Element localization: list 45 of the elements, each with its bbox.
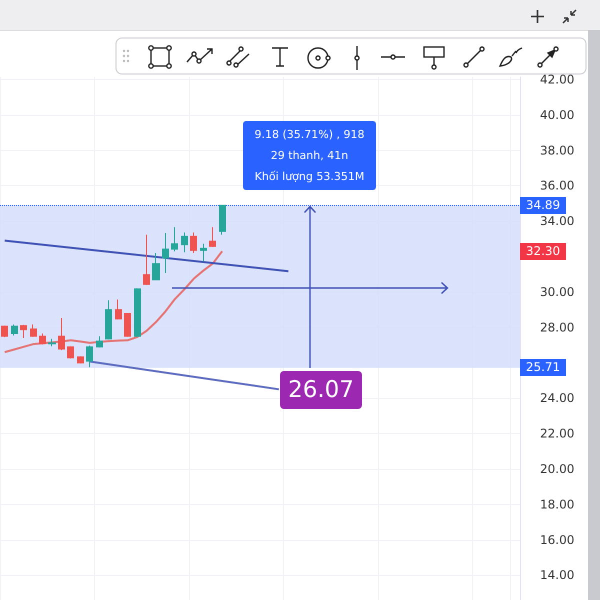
candlestick	[181, 232, 188, 253]
candlestick	[1, 325, 8, 338]
y-tick-label: 20.00	[540, 462, 574, 476]
candlestick	[39, 333, 46, 346]
candlestick	[162, 232, 169, 274]
candlestick	[11, 324, 18, 336]
candlestick	[200, 243, 207, 262]
candlestick	[105, 300, 112, 340]
candlestick	[219, 204, 226, 236]
annotation: 26.07	[280, 371, 362, 409]
annotation: 9.18 (35.71%) , 918	[254, 127, 366, 143]
y-tick-label: 36.00	[540, 178, 574, 193]
candlestick	[134, 288, 141, 338]
y-tick-label: 30.00	[540, 284, 574, 299]
y-tick-label: 24.00	[540, 391, 574, 406]
y-tick-label: 14.00	[540, 568, 574, 582]
candlestick	[58, 317, 65, 351]
candlestick	[143, 234, 150, 286]
candlestick	[115, 299, 122, 320]
y-tick-label: 22.00	[540, 426, 574, 441]
y-tick-label: 38.00	[540, 143, 574, 158]
candlestick	[171, 226, 178, 252]
candlestick	[77, 356, 84, 364]
candlestick	[124, 312, 131, 338]
candlestick	[96, 336, 103, 348]
ref-line-label: 34.89	[520, 196, 566, 214]
annotation: Khối lượng 53.351M	[254, 169, 366, 185]
candlestick	[152, 252, 160, 281]
annotation: 29 thanh, 41n	[270, 148, 350, 164]
y-tick-label: 16.00	[540, 532, 574, 547]
y-tick-label: 28.00	[540, 320, 574, 334]
candlestick	[67, 346, 74, 360]
candlestick	[30, 324, 37, 338]
text: 32.30	[520, 242, 566, 260]
y-tick-label: 40.00	[540, 108, 574, 122]
candlestick	[48, 338, 56, 347]
candlestick	[190, 232, 197, 254]
line-series	[4, 250, 224, 354]
candlestick	[20, 324, 27, 338]
candlestick	[209, 226, 216, 248]
candlestick	[86, 345, 93, 368]
y-tick-label: 34.00	[540, 214, 574, 228]
y-tick-label: 18.00	[540, 497, 574, 512]
y-tick-label: 42.00	[540, 72, 574, 86]
band-label: 25.71	[520, 359, 566, 376]
